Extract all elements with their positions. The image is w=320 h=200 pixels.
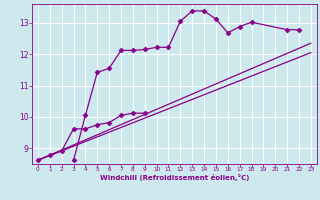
X-axis label: Windchill (Refroidissement éolien,°C): Windchill (Refroidissement éolien,°C) bbox=[100, 174, 249, 181]
